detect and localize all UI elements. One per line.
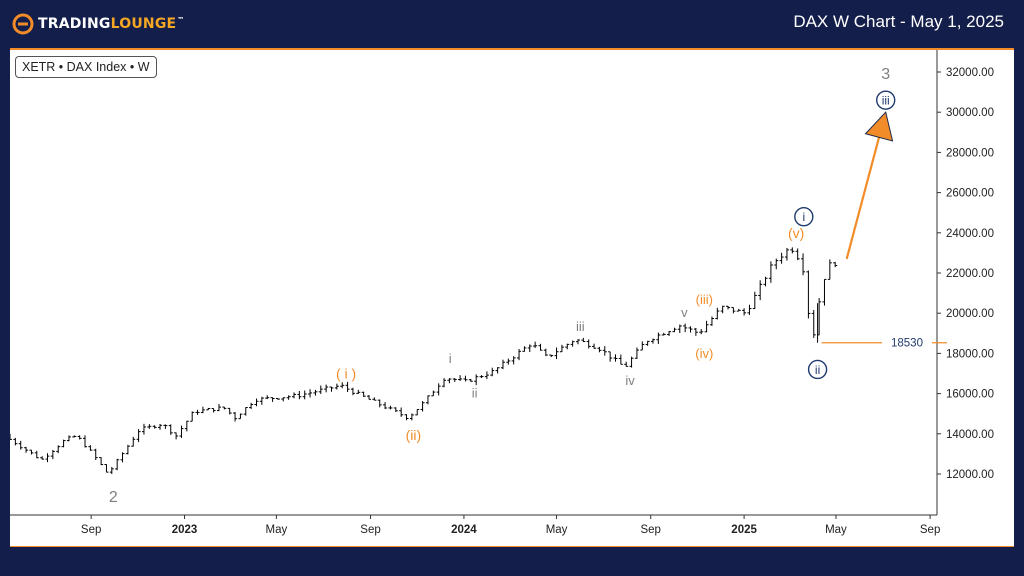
y-tick-label: 32000.00 [946, 67, 994, 79]
x-tick-label: Sep [81, 524, 101, 536]
wave-label: (iv) [695, 346, 713, 361]
wave-label: ( i ) [336, 366, 356, 382]
y-tick-label: 18000.00 [946, 348, 994, 360]
wave-label: iii [882, 93, 890, 107]
x-tick-label: Sep [360, 524, 380, 536]
brand-name-part-a: TRADING [38, 16, 111, 32]
wave-label: 3 [881, 66, 890, 83]
symbol-label[interactable]: XETR • DAX Index • W [15, 56, 157, 78]
y-tick-label: 28000.00 [946, 147, 994, 159]
x-tick-label: Sep [920, 524, 940, 536]
support-label-bg [882, 334, 932, 351]
wave-label: iii [576, 319, 585, 334]
wave-label-circle [794, 207, 814, 227]
brand-name-part-b: LOUNGE [110, 16, 177, 32]
wave-label-circle [876, 90, 896, 110]
ohlc-bars [10, 247, 838, 475]
chart-frame [10, 50, 1014, 547]
y-tick-label: 14000.00 [946, 429, 994, 441]
y-tick-label: 16000.00 [946, 389, 994, 401]
x-tick-label: May [546, 524, 568, 536]
wave-label: i [449, 351, 452, 366]
wave-label: (ii) [406, 427, 422, 443]
wave-label: (v) [788, 225, 804, 241]
chart-title: DAX W Chart - May 1, 2025 [793, 12, 1004, 31]
trademark: ™ [177, 16, 185, 24]
y-tick-label: 26000.00 [946, 188, 994, 200]
wave-label-circle [807, 359, 828, 380]
x-tick-label: May [825, 524, 847, 536]
x-tick-label: 2024 [451, 524, 477, 536]
x-tick-label: 2025 [731, 524, 757, 536]
top-bar: TRADINGLOUNGE™ DAX W Chart - May 1, 2025 [0, 0, 1024, 48]
wave-label: ii [472, 385, 478, 400]
brand-name: TRADINGLOUNGE™ [38, 16, 184, 32]
y-tick-label: 20000.00 [946, 308, 994, 320]
x-tick-label: Sep [640, 524, 660, 536]
wave-label: v [681, 305, 688, 320]
y-tick-label: 30000.00 [946, 107, 994, 119]
projection-arrowhead [864, 111, 894, 142]
header-divider [10, 48, 1014, 50]
x-tick-label: 2023 [172, 524, 198, 536]
wave-label: ii [815, 363, 820, 377]
wave-label: i [802, 210, 805, 224]
brand-logo: TRADINGLOUNGE™ [12, 12, 184, 36]
x-tick-label: May [266, 524, 288, 536]
wave-label: 2 [109, 489, 118, 506]
axes-layer: 12000.00 14000.00 16000.00 18000.00 20000.00… [10, 50, 994, 536]
dax-weekly-chart[interactable]: 12000.00 14000.00 16000.00 18000.00 20000.00… [10, 50, 1014, 546]
y-tick-label: 22000.00 [946, 268, 994, 280]
projection-arrow-shaft [845, 137, 881, 260]
support-level-label: 18530 [891, 338, 923, 350]
y-tick-label: 24000.00 [946, 228, 994, 240]
y-tick-label: 12000.00 [946, 469, 994, 481]
wave-label: iv [625, 373, 635, 388]
wave-label: (iii) [696, 292, 713, 307]
tradinglounge-logo-icon [12, 13, 34, 35]
